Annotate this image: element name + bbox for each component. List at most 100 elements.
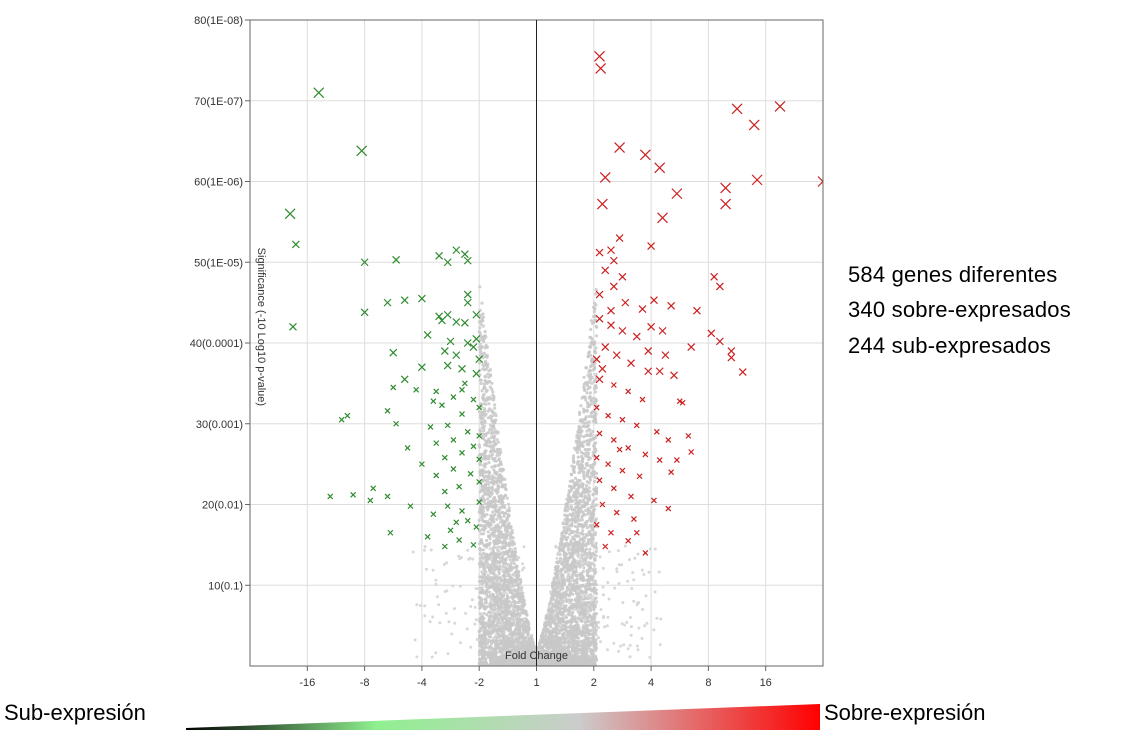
- neutral-gene-point: [501, 565, 505, 569]
- neutral-gene-point: [484, 390, 488, 394]
- neutral-gene-point: [579, 647, 583, 651]
- neutral-gene-point: [594, 583, 598, 587]
- neutral-gene-point: [563, 528, 567, 532]
- neutral-gene-point: [489, 635, 493, 639]
- neutral-gene-point: [478, 529, 482, 533]
- neutral-gene-point: [585, 401, 590, 405]
- neutral-gene-point: [492, 479, 496, 483]
- neutral-gene-point: [569, 598, 574, 602]
- neutral-gene-point: [490, 381, 494, 385]
- neutral-gene-point: [556, 611, 560, 615]
- neutral-gene-point: [582, 566, 586, 570]
- neutral-gene-point: [484, 621, 488, 625]
- neutral-gene-point: [578, 412, 582, 416]
- neutral-gene-point: [590, 517, 594, 521]
- neutral-gene-point: [571, 535, 575, 539]
- neutral-gene-point: [562, 624, 566, 628]
- neutral-gene-point: [481, 548, 486, 552]
- neutral-gene-point: [584, 646, 588, 650]
- neutral-gene-point: [586, 471, 590, 475]
- neutral-gene-point: [586, 512, 590, 516]
- neutral-gene-point: [587, 414, 591, 419]
- neutral-gene-point: [594, 591, 599, 596]
- neutral-gene-point: [479, 612, 483, 616]
- neutral-gene-point: [586, 508, 590, 512]
- neutral-gene-point: [568, 563, 572, 567]
- neutral-gene-point: [585, 480, 589, 484]
- neutral-gene-point: [489, 454, 493, 458]
- neutral-gene-point: [493, 470, 497, 474]
- neutral-gene-point: [507, 521, 511, 525]
- neutral-gene-point: [478, 490, 483, 494]
- neutral-gene-point: [588, 391, 593, 395]
- neutral-gene-point: [557, 607, 561, 611]
- neutral-gene-point: [592, 379, 596, 383]
- neutral-gene-point: [511, 645, 515, 649]
- neutral-gene-point: [584, 484, 589, 488]
- neutral-gene-point: [478, 285, 482, 289]
- neutral-gene-point: [490, 581, 495, 585]
- neutral-gene-point: [493, 534, 498, 538]
- neutral-gene-point: [484, 600, 488, 604]
- neutral-gene-point: [587, 486, 591, 490]
- neutral-gene-point: [489, 568, 493, 573]
- neutral-gene-point: [479, 322, 483, 326]
- neutral-gene-point: [503, 578, 507, 582]
- neutral-gene-point: [578, 577, 582, 581]
- neutral-gene-point: [480, 389, 484, 393]
- neutral-gene-point: [491, 390, 495, 394]
- neutral-gene-point: [565, 521, 569, 525]
- neutral-gene-point: [490, 465, 494, 469]
- neutral-gene-point: [557, 546, 562, 550]
- neutral-gene-point: [484, 412, 488, 416]
- neutral-gene-point: [506, 639, 510, 643]
- neutral-gene-point: [585, 381, 589, 385]
- neutral-gene-point: [510, 550, 514, 555]
- neutral-gene-point: [593, 475, 597, 479]
- neutral-gene-point: [512, 614, 517, 618]
- neutral-gene-point: [564, 503, 569, 508]
- neutral-gene-point: [484, 556, 488, 561]
- neutral-gene-point: [589, 432, 593, 436]
- neutral-gene-point: [578, 440, 582, 444]
- neutral-gene-point: [567, 625, 571, 629]
- neutral-gene-point: [505, 517, 509, 521]
- neutral-gene-point: [478, 640, 482, 644]
- neutral-gene-point: [578, 588, 583, 592]
- neutral-gene-point: [512, 606, 516, 610]
- neutral-gene-point: [559, 625, 563, 629]
- neutral-gene-point: [496, 499, 500, 504]
- neutral-gene-point: [558, 643, 562, 648]
- neutral-gene-point: [575, 620, 579, 624]
- neutral-gene-point: [579, 404, 583, 408]
- neutral-gene-point: [480, 420, 484, 424]
- neutral-gene-point: [479, 532, 483, 536]
- neutral-gene-point: [591, 429, 595, 434]
- neutral-gene-point: [554, 582, 558, 586]
- neutral-gene-point: [498, 479, 502, 484]
- neutral-gene-point: [489, 563, 493, 567]
- neutral-gene-point: [482, 484, 486, 488]
- neutral-gene-point: [567, 598, 571, 602]
- neutral-gene-point: [569, 591, 573, 595]
- neutral-gene-point: [582, 512, 586, 516]
- neutral-gene-point: [546, 628, 550, 632]
- neutral-gene-point: [593, 558, 597, 562]
- neutral-gene-point: [498, 447, 502, 452]
- neutral-gene-point: [494, 624, 498, 628]
- neutral-gene-point: [584, 547, 589, 551]
- neutral-gene-point: [517, 570, 521, 574]
- neutral-gene-point: [512, 561, 516, 566]
- neutral-gene-point: [591, 635, 596, 639]
- neutral-gene-point: [483, 653, 488, 657]
- neutral-gene-point: [510, 567, 514, 571]
- neutral-gene-point: [587, 629, 591, 633]
- neutral-gene-point: [530, 638, 534, 642]
- neutral-gene-point: [495, 517, 499, 522]
- neutral-gene-point: [561, 522, 566, 526]
- neutral-gene-point: [579, 462, 584, 466]
- neutral-gene-point: [582, 476, 586, 481]
- neutral-gene-point: [587, 633, 591, 637]
- neutral-gene-point: [591, 501, 595, 505]
- neutral-gene-point: [478, 326, 482, 330]
